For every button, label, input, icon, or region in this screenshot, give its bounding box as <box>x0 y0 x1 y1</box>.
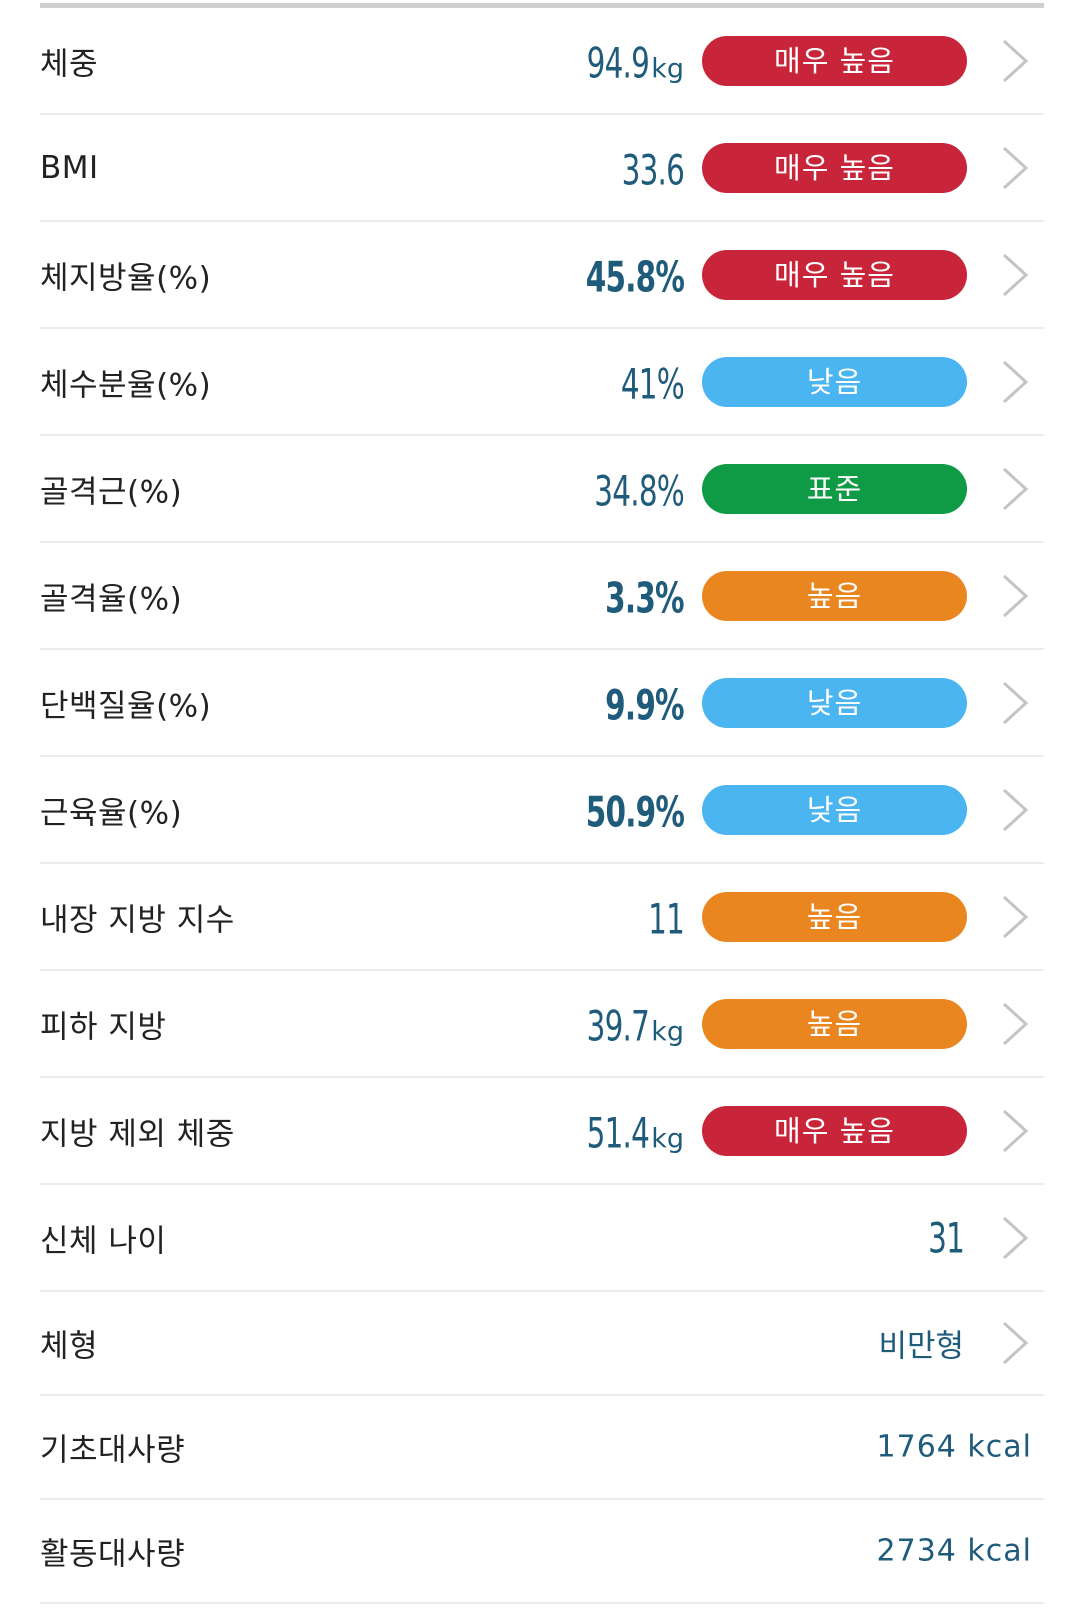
chevron-right-icon[interactable] <box>998 37 1032 85</box>
metric-label: 골격근(%) <box>40 474 183 510</box>
metric-label: BMI <box>40 149 99 186</box>
metric-row-subcutaneous-fat[interactable]: 피하 지방 39.7kg 높음 <box>40 971 1044 1078</box>
metric-row-muscle[interactable]: 근육율(%) 50.9% 낮음 <box>40 757 1044 864</box>
chevron-right-icon[interactable] <box>998 893 1032 941</box>
chevron-right-icon[interactable] <box>998 679 1032 727</box>
top-divider <box>40 3 1044 8</box>
chevron-right-icon[interactable] <box>998 358 1032 406</box>
metric-value: 45.8% <box>585 251 685 301</box>
metric-row-body-fat[interactable]: 체지방율(%) 45.8% 매우 높음 <box>40 222 1044 329</box>
chevron-right-icon[interactable] <box>998 251 1032 299</box>
chevron-right-icon[interactable] <box>998 786 1032 834</box>
status-badge: 낮음 <box>702 784 967 835</box>
metric-value: 1764 kcal <box>876 1429 1032 1465</box>
chevron-right-icon[interactable] <box>998 1319 1032 1367</box>
metric-label: 신체 나이 <box>40 1223 167 1259</box>
chevron-right-icon[interactable] <box>998 1000 1032 1048</box>
status-badge: 표준 <box>702 463 967 514</box>
metric-label: 근육율(%) <box>40 795 183 831</box>
status-badge: 낮음 <box>702 677 967 728</box>
metric-value: 51.4kg <box>586 1107 684 1157</box>
status-badge: 높음 <box>702 998 967 1049</box>
body-composition-list: 체중 94.9kg 매우 높음 BMI 33.6 매우 높음 체지방율(%) 4… <box>40 8 1044 1604</box>
status-badge: 매우 높음 <box>702 249 967 300</box>
metric-value: 31 <box>928 1213 965 1262</box>
metric-value: 41% <box>620 358 685 408</box>
status-badge: 매우 높음 <box>702 35 967 86</box>
metric-label: 체수분율(%) <box>40 367 212 403</box>
metric-value: 9.9% <box>605 679 684 729</box>
status-badge: 매우 높음 <box>702 1105 967 1156</box>
metric-row-body-water[interactable]: 체수분율(%) 41% 낮음 <box>40 329 1044 436</box>
status-badge: 매우 높음 <box>702 142 967 193</box>
metric-value: 비만형 <box>878 1328 964 1365</box>
metric-value: 39.7kg <box>586 1000 684 1050</box>
metric-label: 단백질율(%) <box>40 688 212 724</box>
metric-value: 33.6 <box>621 144 685 194</box>
status-badge: 낮음 <box>702 356 967 407</box>
metric-label: 체지방율(%) <box>40 260 212 296</box>
metric-value: 34.8% <box>594 465 684 515</box>
metric-row-body-type[interactable]: 체형 비만형 <box>40 1292 1044 1396</box>
metric-label: 지방 제외 체중 <box>40 1116 235 1152</box>
chevron-right-icon[interactable] <box>998 465 1032 513</box>
metric-row-amr: 활동대사량 2734 kcal <box>40 1500 1044 1604</box>
metric-label: 체중 <box>40 46 99 82</box>
metric-value: 50.9% <box>585 786 685 836</box>
metric-value: 3.3% <box>605 572 684 622</box>
metric-row-weight[interactable]: 체중 94.9kg 매우 높음 <box>40 8 1044 115</box>
metric-label: 체형 <box>40 1328 99 1365</box>
chevron-right-icon[interactable] <box>998 1107 1032 1155</box>
metric-row-bone[interactable]: 골격율(%) 3.3% 높음 <box>40 543 1044 650</box>
metric-label: 골격율(%) <box>40 581 183 617</box>
metric-value: 94.9kg <box>586 37 684 87</box>
status-badge: 높음 <box>702 570 967 621</box>
metric-row-visceral-fat[interactable]: 내장 지방 지수 11 높음 <box>40 864 1044 971</box>
metric-value: 11 <box>648 893 685 943</box>
metric-label: 기초대사량 <box>40 1432 186 1469</box>
chevron-right-icon[interactable] <box>998 144 1032 192</box>
metric-row-fat-free-weight[interactable]: 지방 제외 체중 51.4kg 매우 높음 <box>40 1078 1044 1185</box>
metric-row-body-age[interactable]: 신체 나이 31 <box>40 1185 1044 1292</box>
metric-label: 활동대사량 <box>40 1536 186 1573</box>
metric-row-skeletal-muscle[interactable]: 골격근(%) 34.8% 표준 <box>40 436 1044 543</box>
metric-row-bmi[interactable]: BMI 33.6 매우 높음 <box>40 115 1044 222</box>
metric-row-bmr: 기초대사량 1764 kcal <box>40 1396 1044 1500</box>
metric-label: 피하 지방 <box>40 1009 167 1045</box>
metric-label: 내장 지방 지수 <box>40 902 235 938</box>
chevron-right-icon[interactable] <box>998 572 1032 620</box>
metric-value: 2734 kcal <box>876 1533 1032 1569</box>
chevron-right-icon[interactable] <box>998 1214 1032 1262</box>
status-badge: 높음 <box>702 891 967 942</box>
metric-row-protein[interactable]: 단백질율(%) 9.9% 낮음 <box>40 650 1044 757</box>
